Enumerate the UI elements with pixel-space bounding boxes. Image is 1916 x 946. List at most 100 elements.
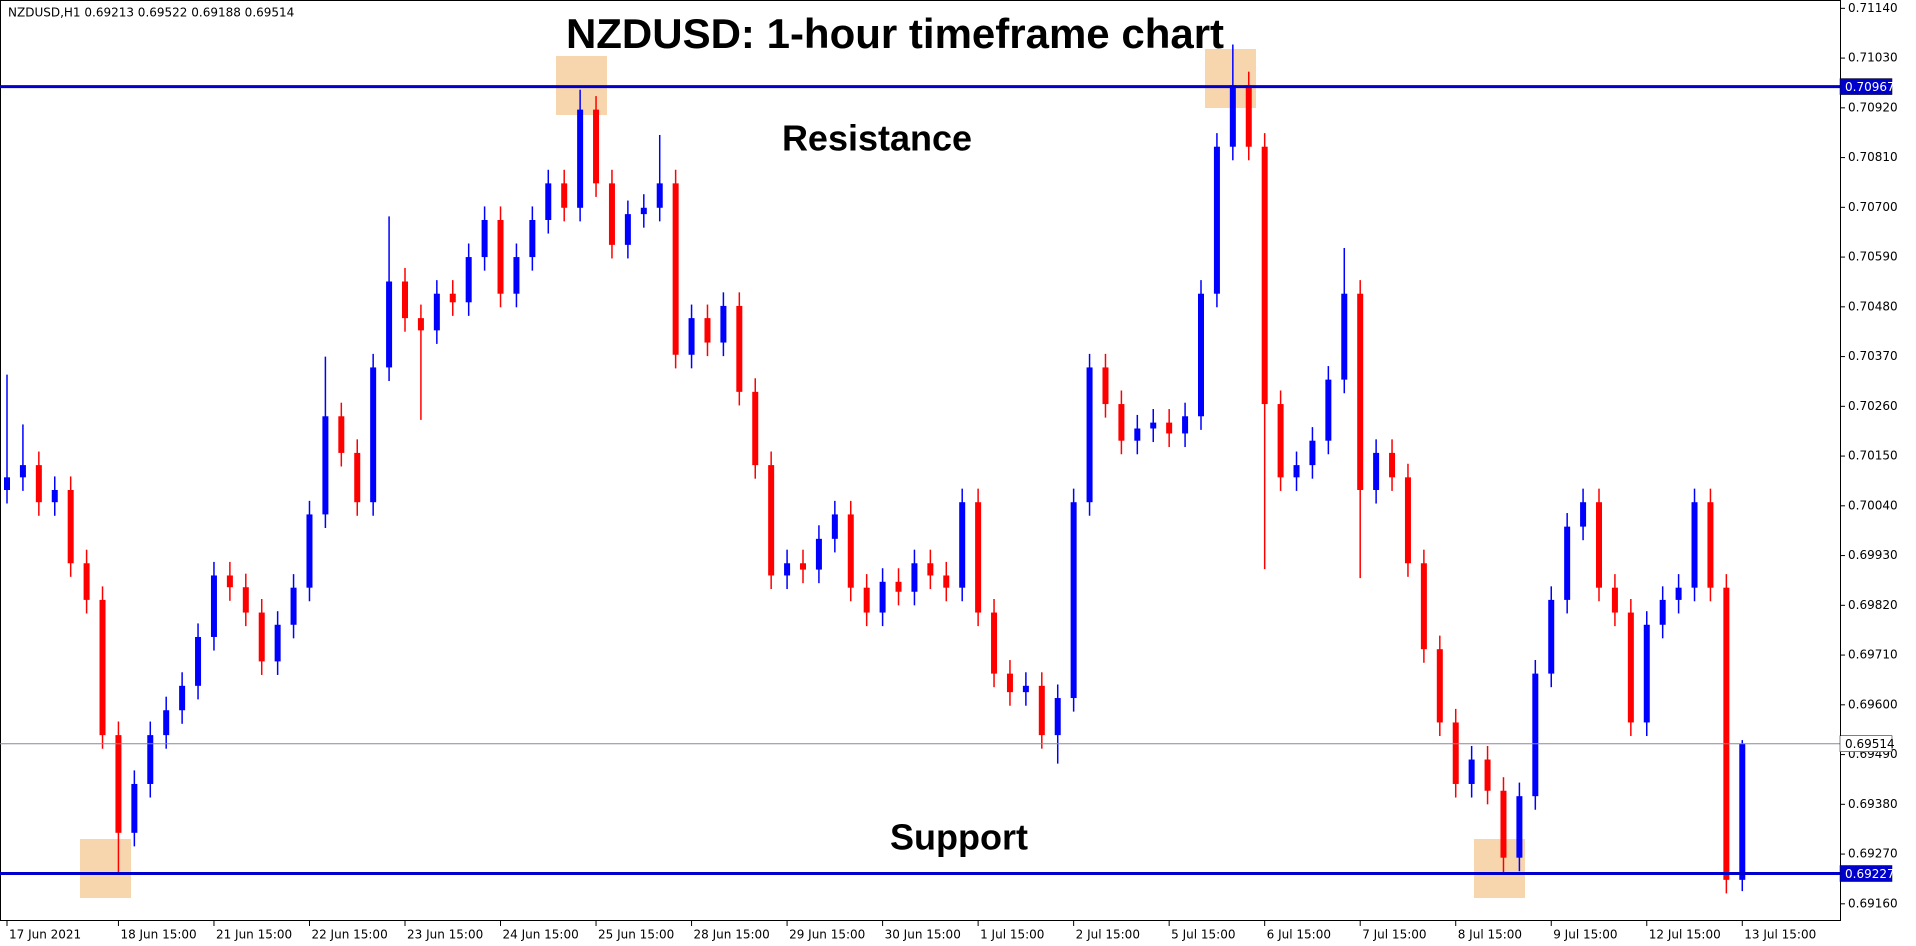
candle-body bbox=[354, 452, 361, 503]
x-tick-label: 1 Jul 15:00 bbox=[980, 928, 1044, 942]
candle-body bbox=[1420, 563, 1427, 650]
candle-body bbox=[1261, 146, 1268, 405]
candle-body bbox=[1118, 404, 1125, 441]
x-tick-label: 5 Jul 15:00 bbox=[1171, 928, 1235, 942]
x-tick-label: 7 Jul 15:00 bbox=[1362, 928, 1426, 942]
x-tick-label: 25 Jun 15:00 bbox=[598, 928, 674, 942]
candle-body bbox=[1707, 502, 1714, 588]
candle-body bbox=[1134, 428, 1141, 441]
candle-body bbox=[608, 183, 615, 245]
y-tick-label: 0.69930 bbox=[1848, 548, 1898, 562]
candle-body bbox=[290, 587, 297, 625]
candle-body bbox=[242, 587, 249, 613]
candle-body bbox=[1070, 502, 1077, 699]
x-tick-label: 9 Jul 15:00 bbox=[1553, 928, 1617, 942]
candle-body bbox=[863, 587, 870, 613]
candle-body bbox=[1627, 612, 1634, 723]
candle-body bbox=[1357, 293, 1364, 490]
candle-body bbox=[831, 514, 838, 539]
candle-body bbox=[449, 293, 456, 303]
candle-body bbox=[481, 219, 488, 258]
highlight-box bbox=[80, 839, 131, 898]
candle-body bbox=[1245, 85, 1252, 147]
chart-title: NZDUSD: 1-hour timeframe chart bbox=[566, 10, 1224, 57]
candle-body bbox=[433, 293, 440, 331]
x-tick-label: 12 Jul 15:00 bbox=[1649, 928, 1721, 942]
x-tick-label: 23 Jun 15:00 bbox=[407, 928, 483, 942]
candle-body bbox=[1564, 526, 1571, 600]
candle-body bbox=[1691, 502, 1698, 588]
candle-body bbox=[895, 581, 902, 592]
candle-body bbox=[19, 465, 26, 478]
candle-body bbox=[1166, 422, 1173, 434]
candle-body bbox=[672, 183, 679, 355]
candle-body bbox=[1150, 422, 1157, 429]
candle-body bbox=[943, 575, 950, 588]
y-tick-label: 0.70150 bbox=[1848, 449, 1898, 463]
candle-body bbox=[131, 783, 138, 833]
candle-body bbox=[51, 489, 58, 503]
candle-body bbox=[927, 563, 934, 576]
candle-body bbox=[386, 281, 393, 368]
candle-body bbox=[991, 612, 998, 674]
candle-body bbox=[959, 502, 966, 588]
candle-body bbox=[1468, 759, 1475, 784]
x-tick-label: 8 Jul 15:00 bbox=[1458, 928, 1522, 942]
candle-body bbox=[226, 575, 233, 588]
y-tick-label: 0.70810 bbox=[1848, 150, 1898, 164]
y-tick-label: 0.70370 bbox=[1848, 349, 1898, 363]
candle-body bbox=[274, 624, 281, 662]
candle-body bbox=[465, 257, 472, 303]
candle-body bbox=[195, 636, 202, 686]
y-tick-label: 0.70260 bbox=[1848, 399, 1898, 413]
candle-body bbox=[720, 305, 727, 343]
candle-body bbox=[1675, 587, 1682, 600]
y-tick-label: 0.69160 bbox=[1848, 896, 1898, 910]
candle-body bbox=[99, 599, 106, 736]
x-tick-label: 29 Jun 15:00 bbox=[789, 928, 865, 942]
candle-body bbox=[1436, 649, 1443, 723]
candle-body bbox=[1277, 404, 1284, 478]
y-tick-label: 0.69600 bbox=[1848, 697, 1898, 711]
candle-body bbox=[1723, 587, 1730, 880]
candle-body bbox=[67, 489, 74, 564]
y-tick-label: 0.70700 bbox=[1848, 200, 1898, 214]
candle-body bbox=[815, 538, 822, 570]
candle-body bbox=[1038, 685, 1045, 736]
candle-body bbox=[1452, 722, 1459, 784]
candle-body bbox=[35, 465, 42, 503]
x-tick-label: 22 Jun 15:00 bbox=[311, 928, 387, 942]
candle-body bbox=[1229, 85, 1236, 147]
candle-body bbox=[1325, 379, 1332, 441]
y-tick-label: 0.69270 bbox=[1848, 847, 1898, 861]
candle-body bbox=[640, 207, 647, 215]
price-label: 0.70967 bbox=[1845, 80, 1895, 94]
y-tick-label: 0.70590 bbox=[1848, 250, 1898, 264]
candle-body bbox=[561, 183, 568, 208]
y-tick-label: 0.70040 bbox=[1848, 498, 1898, 512]
y-tick-label: 0.69710 bbox=[1848, 648, 1898, 662]
candle-body bbox=[306, 514, 313, 588]
candle-body bbox=[1022, 685, 1029, 693]
candle-body bbox=[545, 183, 552, 220]
price-label-box bbox=[1839, 735, 1893, 752]
candle-body bbox=[1611, 587, 1618, 613]
x-tick-label: 13 Jul 15:00 bbox=[1744, 928, 1816, 942]
candle-body bbox=[338, 416, 345, 453]
candle-body bbox=[179, 685, 186, 711]
candle-body bbox=[210, 575, 217, 637]
x-tick-label: 17 Jun 2021 bbox=[9, 928, 81, 942]
annotation: Support bbox=[890, 817, 1028, 858]
candle-body bbox=[847, 514, 854, 588]
candle-body bbox=[879, 581, 886, 613]
candle-body bbox=[1548, 599, 1555, 674]
candle-body bbox=[1086, 367, 1093, 503]
candle-body bbox=[4, 477, 10, 490]
y-tick-label: 0.71140 bbox=[1848, 1, 1898, 15]
candle-body bbox=[83, 563, 90, 600]
candle-body bbox=[1596, 502, 1602, 588]
x-tick-label: 2 Jul 15:00 bbox=[1076, 928, 1140, 942]
x-tick-label: 30 Jun 15:00 bbox=[885, 928, 961, 942]
candle-body bbox=[1389, 452, 1396, 478]
